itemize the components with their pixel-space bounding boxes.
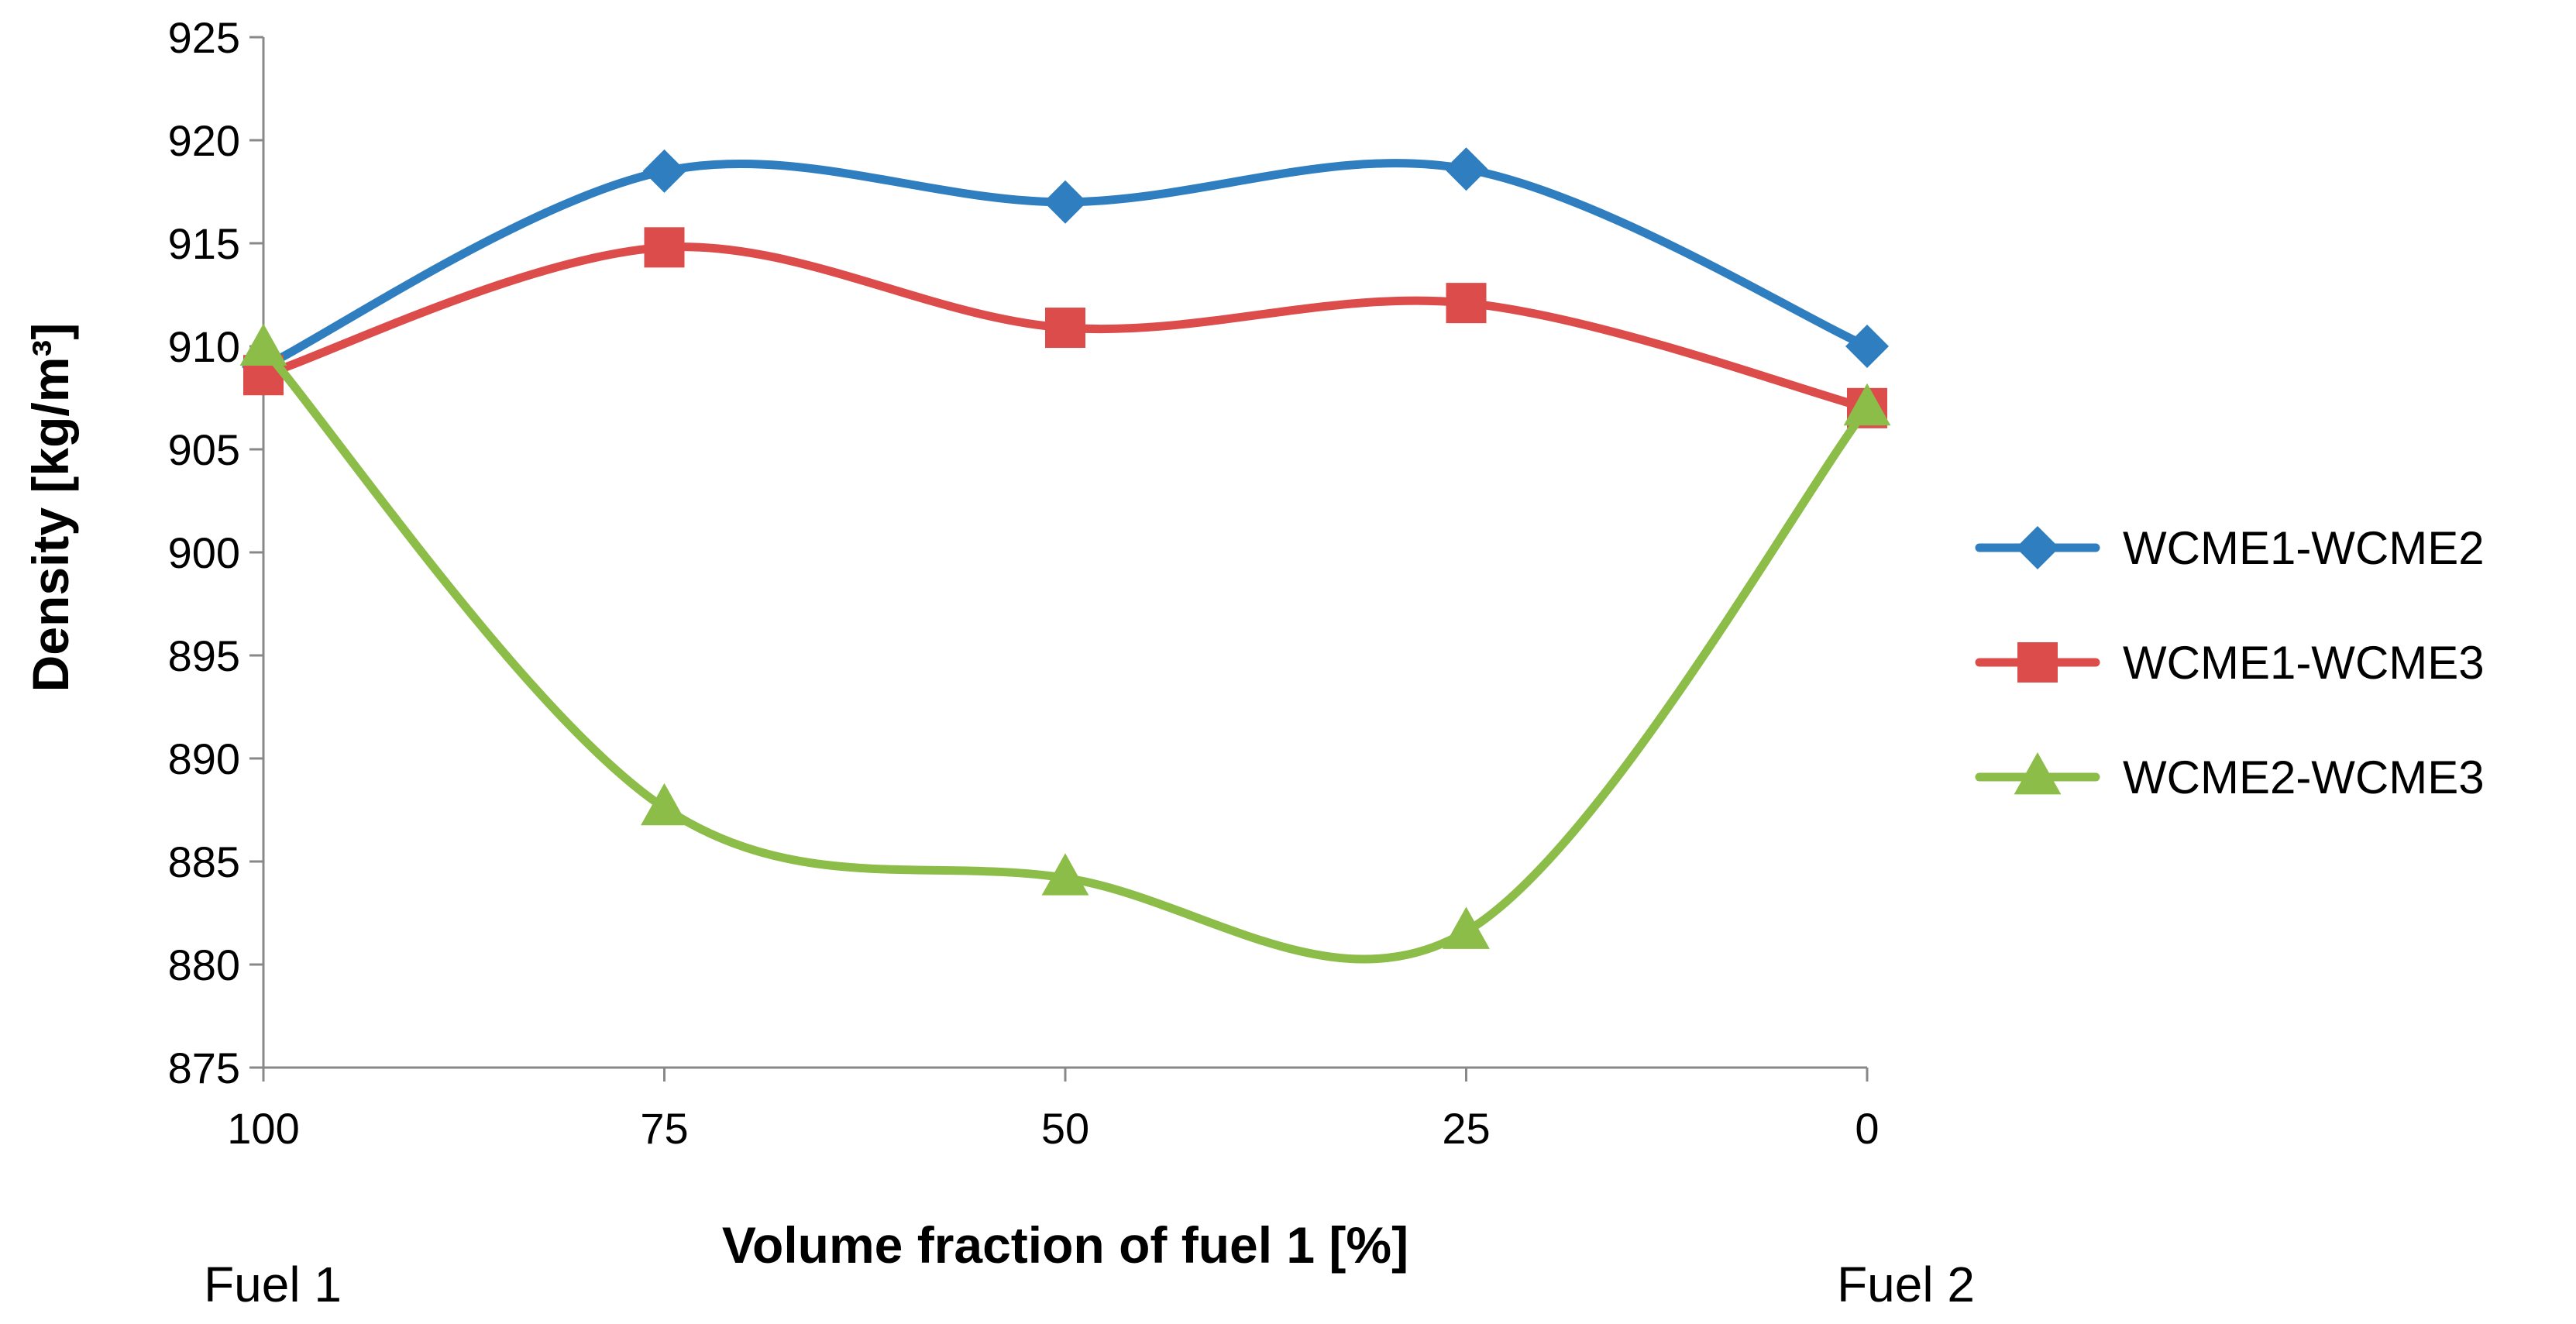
data-point [642, 149, 686, 193]
y-tick-label: 880 [168, 941, 240, 989]
data-point [641, 782, 688, 826]
y-tick-label: 915 [168, 219, 240, 268]
legend-label: WCME1-WCME3 [2123, 637, 2485, 689]
series-wcme2-wcme3 [239, 323, 1891, 964]
legend-marker [2014, 752, 2062, 795]
series-layer [239, 147, 1891, 964]
x-tick-label: 75 [640, 1104, 688, 1153]
x-tick-label: 50 [1041, 1104, 1089, 1153]
data-point [1044, 180, 1087, 224]
y-tick-label: 925 [168, 13, 240, 62]
data-point [239, 323, 287, 366]
series-wcme1-wcme3 [243, 227, 1887, 428]
x-tick-label: 25 [1442, 1104, 1490, 1153]
data-point [1444, 147, 1488, 191]
y-tick-label: 885 [168, 837, 240, 886]
data-point [1845, 325, 1889, 368]
y-tick-label: 900 [168, 528, 240, 577]
legend-label: WCME2-WCME3 [2123, 751, 2485, 803]
y-tick-label: 890 [168, 734, 240, 783]
legend-item: WCME1-WCME2 [1975, 522, 2485, 574]
data-point [644, 227, 685, 268]
y-tick-label: 875 [168, 1044, 240, 1092]
y-tick-label: 910 [168, 322, 240, 371]
legend-label: WCME1-WCME2 [2123, 522, 2485, 574]
data-point [1843, 383, 1891, 426]
data-point [1443, 906, 1490, 949]
y-tick-label: 905 [168, 425, 240, 474]
x-tick-label: 100 [227, 1104, 299, 1153]
x-axis-title: Volume fraction of fuel 1 [%] [722, 1216, 1408, 1274]
axes: 875 880 885 890 895 900 905 910 915 920 925 100 75 50… [168, 13, 1880, 1153]
y-tick-label: 895 [168, 631, 240, 680]
legend: WCME1-WCME2 WCME1-WCME3 WCME2-WCME3 [1975, 522, 2485, 803]
legend-marker [2017, 642, 2058, 683]
y-axis-title: Density [kg/m³] [22, 323, 79, 693]
legend-item: WCME2-WCME3 [1975, 751, 2485, 803]
fuel-1-label: Fuel 1 [204, 1257, 342, 1312]
legend-item: WCME1-WCME3 [1975, 637, 2485, 689]
series-wcme1-wcme2 [242, 147, 1889, 389]
y-tick-label: 920 [168, 116, 240, 165]
x-tick-label: 0 [1855, 1104, 1879, 1153]
data-point [1045, 308, 1085, 349]
legend-marker [2016, 526, 2059, 569]
fuel-2-label: Fuel 2 [1837, 1257, 1975, 1312]
data-point [1446, 283, 1487, 324]
data-point [1041, 853, 1089, 896]
